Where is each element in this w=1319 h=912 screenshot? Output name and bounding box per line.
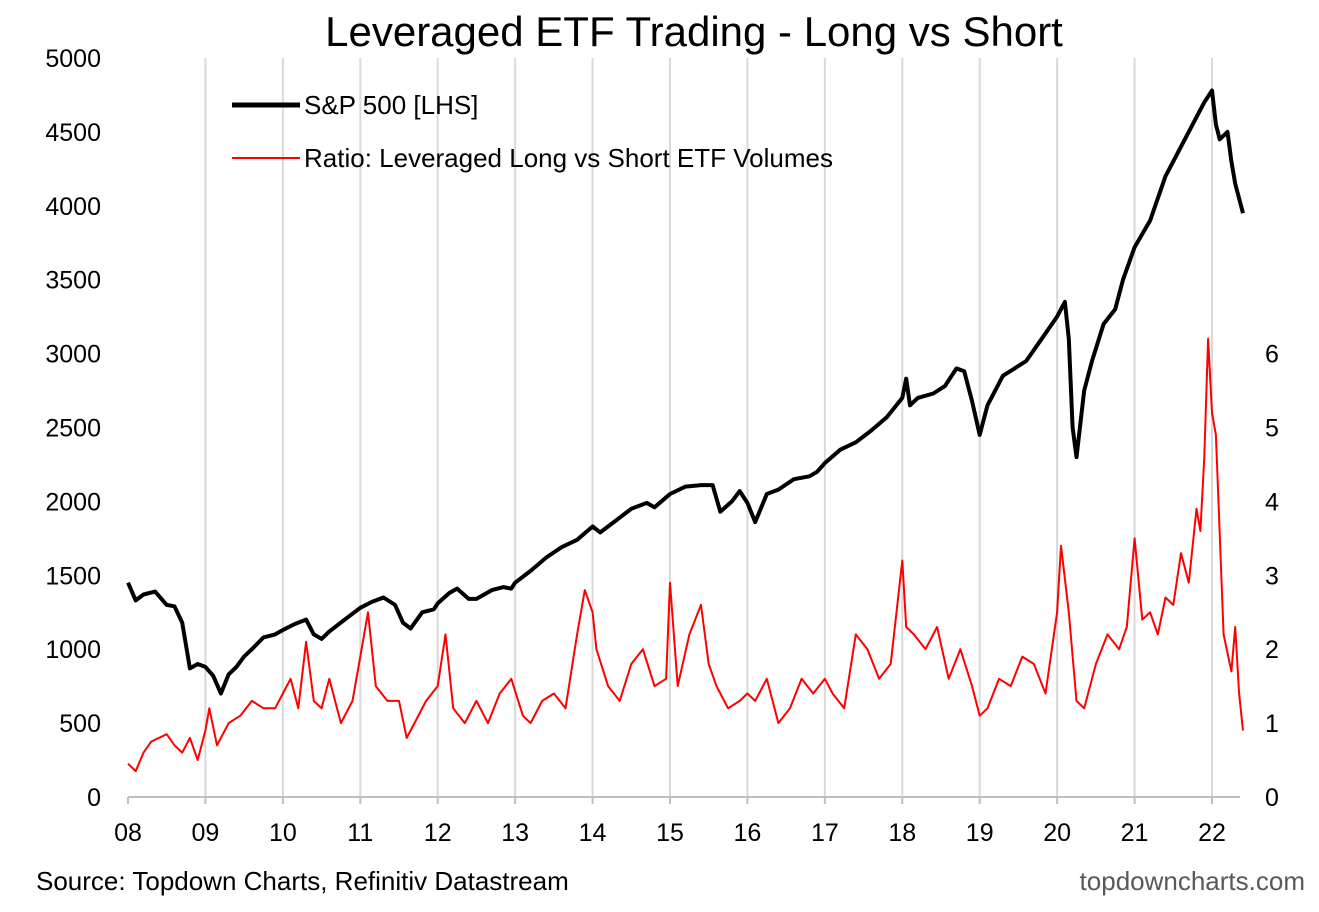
y-right-tick-6: 6 [1265, 341, 1279, 369]
x-tick-label-21: 21 [1121, 819, 1149, 847]
sp500-series-line [126, 88, 1245, 696]
left-axis-ticks: 0 500 1000 1500 2000 2500 3000 3500 4000 4500 5000 [45, 45, 101, 812]
y-left-tick-1000: 1000 [45, 636, 101, 664]
vertical-gridlines [204, 58, 1213, 797]
y-right-tick-5: 5 [1265, 415, 1279, 443]
x-tick-label-13: 13 [501, 819, 529, 847]
y-left-tick-1500: 1500 [45, 562, 101, 590]
y-left-tick-2500: 2500 [45, 415, 101, 443]
y-left-tick-4000: 4000 [45, 193, 101, 221]
y-right-tick-1: 1 [1265, 710, 1279, 738]
y-right-tick-2: 2 [1265, 636, 1279, 664]
y-left-tick-2000: 2000 [45, 488, 101, 516]
x-tick-label-19: 19 [966, 819, 994, 847]
source-note: Source: Topdown Charts, Refinitiv Datast… [36, 866, 569, 896]
brand-watermark: topdowncharts.com [1079, 866, 1305, 896]
x-tick-label-17: 17 [811, 819, 839, 847]
chart-title: Leveraged ETF Trading - Long vs Short [325, 8, 1063, 55]
y-right-tick-0: 0 [1265, 784, 1279, 812]
y-left-tick-3500: 3500 [45, 267, 101, 295]
ratio-series-line [127, 337, 1244, 773]
y-left-tick-0: 0 [87, 784, 101, 812]
legend-label-sp500: S&P 500 [LHS] [304, 90, 478, 120]
x-tick-label-11: 11 [347, 819, 373, 847]
x-tick-label-14: 14 [579, 819, 607, 847]
legend-label-ratio: Ratio: Leveraged Long vs Short ETF Volum… [304, 143, 833, 173]
y-right-tick-3: 3 [1265, 562, 1279, 590]
x-tick-label-09: 09 [192, 819, 220, 847]
x-tick-label-20: 20 [1043, 819, 1071, 847]
x-tick-label-18: 18 [888, 819, 916, 847]
x-tick-label-12: 12 [424, 819, 452, 847]
x-tick-label-15: 15 [656, 819, 684, 847]
x-tick-label-08: 08 [114, 819, 142, 847]
legend: S&P 500 [LHS] Ratio: Leveraged Long vs S… [232, 90, 833, 173]
y-left-tick-500: 500 [59, 710, 101, 738]
right-axis-ticks: 0 1 2 3 4 5 6 [1265, 341, 1279, 812]
x-axis-ticks: 08 09 10 11 12 13 14 15 16 17 18 19 20 21 22 [114, 797, 1226, 847]
y-left-tick-3000: 3000 [45, 341, 101, 369]
x-tick-label-22: 22 [1198, 819, 1226, 847]
x-tick-label-16: 16 [734, 819, 762, 847]
x-tick-label-10: 10 [269, 819, 297, 847]
y-right-tick-4: 4 [1265, 488, 1279, 516]
y-left-tick-4500: 4500 [45, 119, 101, 147]
y-left-tick-5000: 5000 [45, 45, 101, 73]
